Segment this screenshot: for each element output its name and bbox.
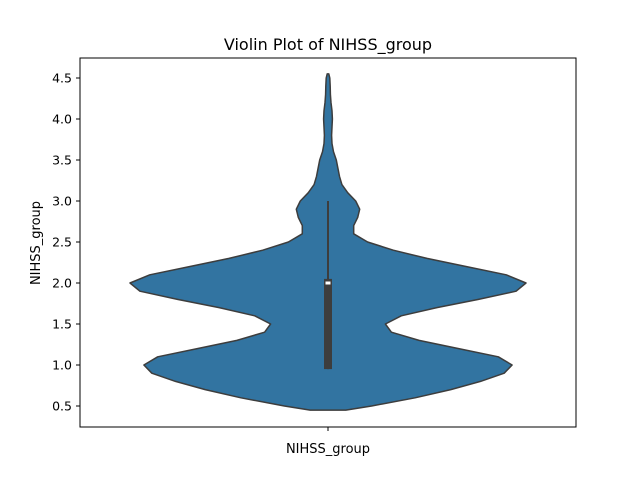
y-tick-label: 4.5 xyxy=(52,71,72,86)
x-axis-label: NIHSS_group xyxy=(286,442,370,457)
box-iqr xyxy=(324,278,332,370)
y-tick-label: 1.0 xyxy=(52,358,72,373)
plot-frame xyxy=(79,57,577,428)
y-tick-label: 3.0 xyxy=(52,194,72,209)
y-tick-label: 2.0 xyxy=(52,276,72,291)
box-median xyxy=(325,281,331,285)
chart-title: Violin Plot of NIHSS_group xyxy=(224,35,432,55)
y-tick-label: 0.5 xyxy=(52,399,72,414)
y-tick-label: 4.0 xyxy=(52,112,72,127)
y-tick-label: 2.5 xyxy=(52,235,72,250)
y-axis-label: NIHSS_group xyxy=(29,201,44,285)
y-axis-ticks: 0.5 1.0 1.5 2.0 2.5 3.0 3.5 4.0 4.5 xyxy=(52,71,80,414)
y-tick-label: 1.5 xyxy=(52,317,72,332)
y-tick-label: 3.5 xyxy=(52,153,72,168)
plot-area xyxy=(129,73,527,411)
